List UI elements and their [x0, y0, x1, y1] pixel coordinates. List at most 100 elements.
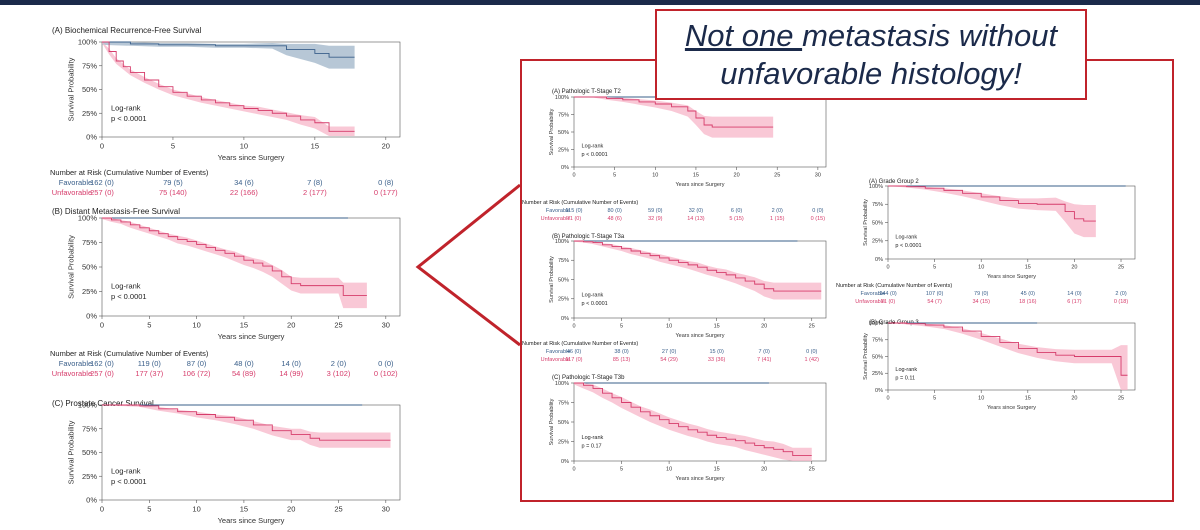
risk-cell: 0 (177) — [373, 188, 398, 197]
risk-cell: 162 (0) — [90, 178, 114, 187]
x-axis-label: Years since Surgery — [218, 516, 285, 525]
x-tick-label: 15 — [1025, 265, 1031, 271]
y-tick-label: 75% — [558, 400, 569, 406]
x-tick-label: 25 — [334, 321, 342, 330]
risk-cell: 71 (0) — [880, 299, 896, 305]
plot-area — [573, 240, 827, 319]
x-tick-label: 10 — [666, 467, 672, 473]
x-tick-label: 20 — [287, 321, 295, 330]
chart-grade-group-2: (A) Grade Group 2 0% 25% 50% 75% 100% 0 5 10 15 20… — [863, 179, 1136, 280]
logrank-annotation: p = 0.17 — [582, 444, 602, 450]
confidence-band-unfavorable — [888, 186, 1096, 238]
risk-cell: 54 (29) — [660, 357, 678, 363]
risk-cell: 14 (0) — [1067, 291, 1082, 297]
logrank-annotation: p < 0.0001 — [582, 152, 608, 158]
risk-cell: 144 (0) — [879, 291, 897, 297]
y-tick-label: 75% — [82, 238, 97, 247]
risk-cell: 75 (140) — [158, 188, 187, 197]
chart-title: (A) Biochemical Recurrence-Free Survival — [52, 26, 202, 35]
survival-curve-unfavorable — [102, 41, 355, 132]
x-tick-label: 5 — [620, 324, 623, 330]
y-tick-label: 0% — [86, 496, 97, 505]
y-axis-label: Survival Probability — [67, 57, 76, 121]
y-tick-label: 100% — [555, 381, 569, 387]
risk-row-label: Favorable — [860, 291, 885, 297]
x-tick-label: 30 — [382, 321, 390, 330]
x-tick-label: 20 — [734, 173, 740, 179]
risk-row-label: Unfavorable — [855, 299, 885, 305]
y-tick-label: 25% — [872, 239, 883, 245]
logrank-annotation: p < 0.0001 — [111, 292, 147, 301]
y-axis-label: Survival Probability — [67, 235, 76, 299]
risk-cell: 0 (102) — [373, 369, 398, 378]
risk-cell: 46 (0) — [566, 349, 582, 355]
y-tick-label: 75% — [558, 112, 569, 118]
logrank-annotation: Log-rank — [111, 103, 141, 112]
chart-title: (A) Grade Group 2 — [869, 179, 919, 185]
risk-cell: 14 (13) — [687, 216, 705, 222]
x-tick-label: 25 — [809, 467, 815, 473]
risk-cell: 0 (15) — [810, 216, 826, 222]
y-axis-label: Survival Probability — [67, 420, 76, 484]
risk-cell: 0 (8) — [378, 178, 394, 187]
callout-underlined: Not one — [684, 18, 803, 53]
x-tick-label: 10 — [192, 505, 200, 514]
risk-cell: 54 (89) — [232, 369, 256, 378]
risk-row-unfavorable: Unfavorable 257 (0) 75 (140) 22 (166) 2 (177… — [30, 188, 415, 198]
risk-row-label: Favorable — [58, 359, 93, 368]
x-axis-label: Years since Surgery — [218, 153, 285, 162]
risk-row-unfavorable: Unfavorable 117 (0) 85 (13) 54 (29) 33 (36) 7… — [530, 357, 830, 365]
risk-cell: 14 (99) — [279, 369, 304, 378]
x-tick-label: 25 — [1118, 265, 1124, 271]
chart-title: (C) Pathologic T-Stage T3b — [552, 375, 625, 381]
x-tick-label: 10 — [240, 142, 248, 151]
y-tick-label: 25% — [82, 472, 97, 481]
x-axis-label: Years since Surgery — [675, 476, 724, 482]
y-tick-label: 75% — [872, 202, 883, 208]
risk-cell: 33 (36) — [707, 357, 726, 363]
risk-table-title: Number at Risk (Cumulative Number of Eve… — [522, 200, 639, 206]
x-tick-label: 0 — [100, 321, 104, 330]
zoom-chevron — [415, 183, 521, 347]
risk-table-title: Number at Risk (Cumulative Number of Eve… — [50, 349, 209, 358]
risk-row-unfavorable: Unfavorable 71 (0) 48 (6) 32 (9) 14 (13) 5 (1… — [530, 216, 830, 224]
x-tick-label: 0 — [572, 324, 575, 330]
x-tick-label: 0 — [886, 396, 889, 402]
risk-cell: 1 (42) — [804, 357, 819, 363]
logrank-annotation: Log-rank — [895, 367, 917, 373]
plot-area — [101, 41, 401, 138]
risk-row-label: Unfavorable — [51, 369, 93, 378]
risk-cell: 2 (177) — [302, 188, 327, 197]
risk-cell: 22 (166) — [229, 188, 258, 197]
x-tick-label: 10 — [978, 396, 984, 402]
x-tick-label: 5 — [933, 396, 936, 402]
x-tick-label: 5 — [613, 173, 616, 179]
survival-curve-unfavorable — [102, 404, 391, 441]
plot-area — [887, 185, 1136, 260]
survival-curve-unfavorable — [574, 240, 822, 292]
survival-curve-unfavorable — [888, 185, 1096, 222]
y-tick-label: 0% — [86, 312, 97, 321]
y-tick-label: 0% — [875, 388, 883, 394]
risk-cell: 0 (0) — [806, 349, 818, 355]
risk-cell: 0 (0) — [378, 359, 394, 368]
y-tick-label: 75% — [872, 338, 883, 344]
x-axis-label: Years since Surgery — [675, 182, 724, 188]
y-tick-label: 75% — [82, 61, 97, 70]
y-tick-label: 50% — [872, 354, 883, 360]
risk-row-label: Favorable — [58, 178, 93, 187]
x-tick-label: 25 — [334, 505, 342, 514]
risk-row-unfavorable: Unfavorable 71 (0) 54 (7) 34 (15) 18 (16) 6 (… — [847, 299, 1147, 307]
x-tick-label: 10 — [978, 265, 984, 271]
risk-table-title: Number at Risk (Cumulative Number of Eve… — [50, 168, 209, 177]
risk-cell: 32 (9) — [648, 216, 663, 222]
chart-distant-metastasis: (B) Distant Metastasis-Free Survival 0% 25… — [52, 207, 401, 341]
risk-cell: 38 (0) — [614, 349, 629, 355]
risk-cell: 32 (0) — [688, 208, 704, 214]
risk-cell: 48 (0) — [234, 359, 254, 368]
x-tick-label: 20 — [1071, 396, 1077, 402]
logrank-annotation: p = 0.11 — [895, 376, 915, 382]
risk-cell: 71 (0) — [566, 216, 582, 222]
x-tick-label: 10 — [192, 321, 200, 330]
survival-curve-unfavorable — [888, 322, 1128, 376]
